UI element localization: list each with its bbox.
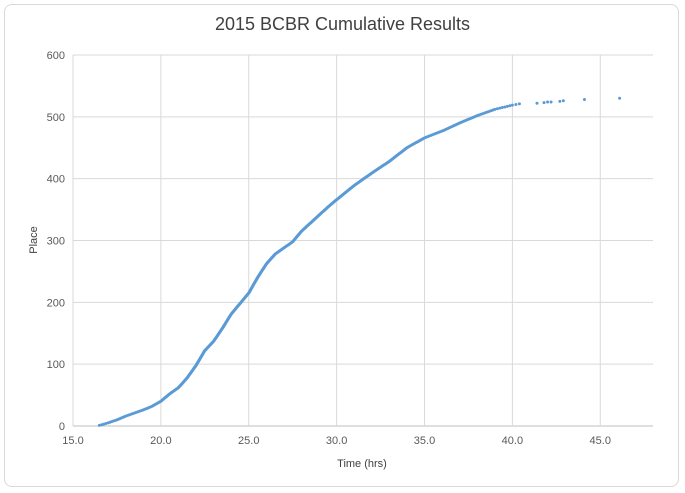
x-tick-label: 30.0 [326, 435, 347, 447]
data-point [498, 106, 502, 110]
y-tick-label: 100 [47, 359, 65, 371]
x-tick-label: 35.0 [414, 435, 435, 447]
x-tick-label: 20.0 [150, 435, 171, 447]
data-point [546, 100, 550, 104]
data-point [561, 99, 565, 103]
data-point [535, 101, 539, 105]
y-tick-label: 0 [59, 421, 65, 433]
x-axis-ticks: 15.0 20.0 25.0 30.0 35.0 40.0 45.0 [62, 435, 611, 447]
data-point [582, 98, 586, 102]
data-point [558, 99, 562, 103]
data-point [500, 106, 504, 110]
x-tick-label: 45.0 [590, 435, 611, 447]
data-point [517, 102, 521, 106]
y-tick-label: 400 [47, 174, 65, 186]
data-point [549, 100, 553, 104]
x-tick-label: 25.0 [238, 435, 259, 447]
data-point [618, 96, 622, 100]
data-point [508, 104, 512, 108]
data-point [493, 107, 497, 111]
chart-frame [4, 4, 679, 487]
y-tick-label: 200 [47, 297, 65, 309]
x-axis-title: Time (hrs) [337, 458, 387, 470]
y-axis-ticks: 0 100 200 300 400 500 600 [47, 50, 65, 433]
chart-title: 2015 BCBR Cumulative Results [214, 14, 471, 34]
data-point [514, 102, 518, 106]
x-tick-label: 15.0 [62, 435, 83, 447]
y-tick-label: 600 [47, 50, 65, 62]
gridlines [72, 54, 653, 427]
data-point [542, 101, 546, 105]
data-point [495, 107, 499, 111]
x-tick-label: 40.0 [502, 435, 523, 447]
y-axis-title: Place [28, 226, 40, 254]
y-tick-label: 500 [47, 112, 65, 124]
y-tick-label: 300 [47, 236, 65, 248]
data-point [505, 104, 509, 108]
data-points [97, 96, 622, 427]
data-point [503, 105, 507, 109]
data-point [510, 103, 514, 107]
